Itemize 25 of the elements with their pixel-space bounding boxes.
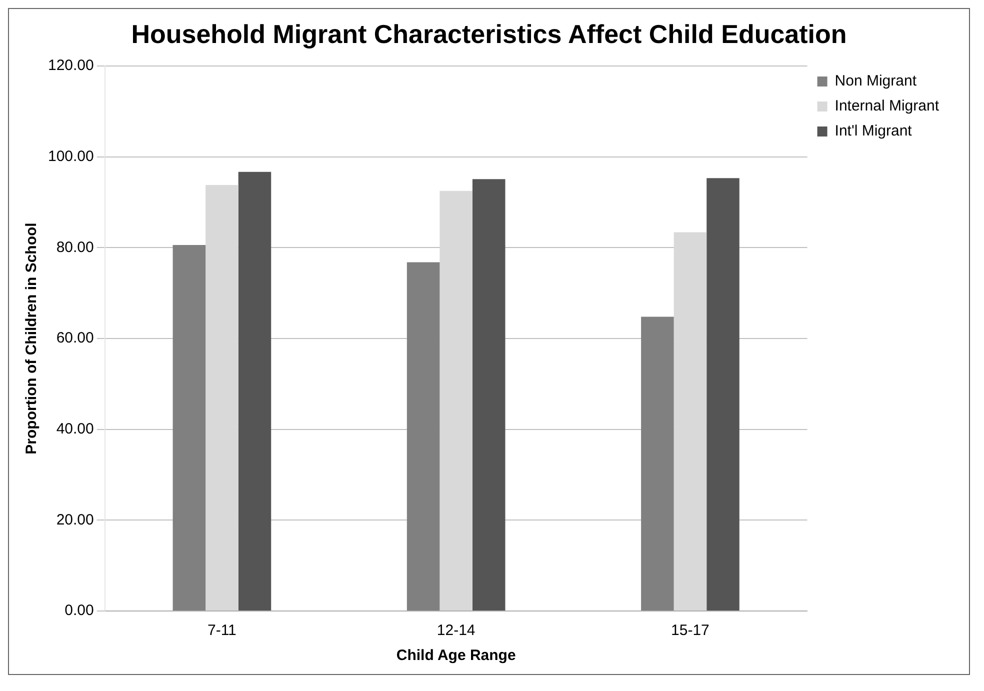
bar [472,179,506,610]
y-tick-label: 0.00 [64,602,94,620]
bar [674,232,707,610]
x-tick-label: 12-14 [436,622,476,640]
y-tick-label: 40.00 [56,420,94,438]
x-tick-label: 15-17 [671,622,710,640]
y-axis-title: Proportion of Children in School [23,222,40,454]
bar [706,178,740,610]
legend-label: Non Migrant [834,72,918,90]
legend-label: Int'l Migrant [834,122,913,140]
bar [172,244,206,610]
y-tick-label: 80.00 [56,238,94,256]
y-tick-label: 120.00 [48,57,94,74]
bar [206,184,238,610]
y-tick-label: 20.00 [56,511,94,528]
bar [641,316,674,610]
bar [238,172,272,610]
chart-title: Household Migrant Characteristics Affect Child Education [130,18,848,51]
y-tick-label: 60.00 [56,330,94,347]
x-axis-title: Child Age Range [396,647,516,664]
x-tick-label: 7-11 [207,622,236,640]
bar [406,262,440,610]
bar [440,190,472,610]
y-tick-label: 100.00 [48,148,94,165]
legend-label: Internal Migrant [834,98,940,115]
